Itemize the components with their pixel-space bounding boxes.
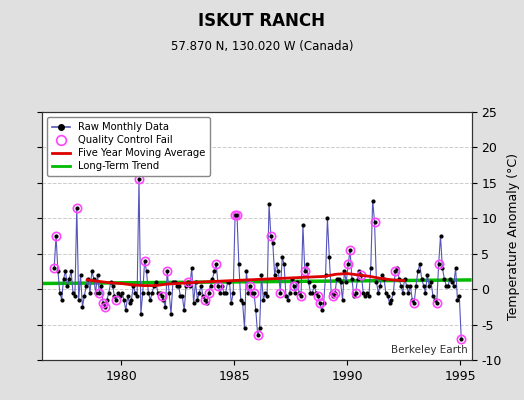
Y-axis label: Temperature Anomaly (°C): Temperature Anomaly (°C) — [507, 152, 520, 320]
Text: Berkeley Earth: Berkeley Earth — [390, 345, 467, 355]
Text: ISKUT RANCH: ISKUT RANCH — [199, 12, 325, 30]
Legend: Raw Monthly Data, Quality Control Fail, Five Year Moving Average, Long-Term Tren: Raw Monthly Data, Quality Control Fail, … — [47, 117, 210, 176]
Text: 57.870 N, 130.020 W (Canada): 57.870 N, 130.020 W (Canada) — [171, 40, 353, 53]
